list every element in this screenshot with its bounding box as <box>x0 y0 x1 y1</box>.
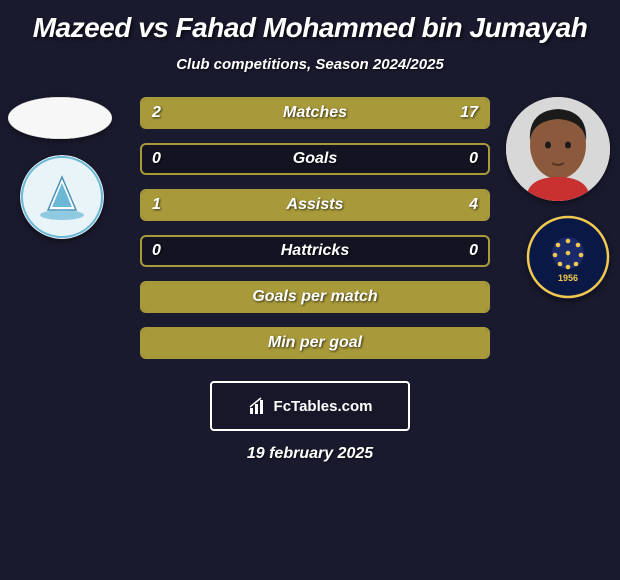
stat-label: Matches <box>142 99 488 127</box>
stat-label: Min per goal <box>142 329 488 357</box>
stat-right-value: 4 <box>459 191 488 219</box>
stat-right-value: 17 <box>450 99 488 127</box>
footer-attribution[interactable]: FcTables.com <box>210 381 410 431</box>
stat-row: Goals per match <box>140 281 490 313</box>
stat-left-value: 1 <box>142 191 171 219</box>
stat-left-value: 0 <box>142 237 171 265</box>
footer-label: FcTables.com <box>274 398 373 415</box>
stat-left-value: 2 <box>142 99 171 127</box>
player-right-avatar <box>506 97 610 201</box>
stat-left-value: 0 <box>142 145 171 173</box>
stat-row: Min per goal <box>140 327 490 359</box>
page-title: Mazeed vs Fahad Mohammed bin Jumayah <box>0 0 620 48</box>
player-left-avatar <box>8 97 112 139</box>
stat-label: Hattricks <box>142 237 488 265</box>
stat-label: Assists <box>142 191 488 219</box>
stat-row: 2 17Matches <box>140 97 490 129</box>
stat-row: 1 4Assists <box>140 189 490 221</box>
stat-label: Goals <box>142 145 488 173</box>
stat-row: 0 0Goals <box>140 143 490 175</box>
club-right-crest: 1956 <box>526 215 610 299</box>
subtitle: Club competitions, Season 2024/2025 <box>0 48 620 87</box>
stat-right-value: 0 <box>459 237 488 265</box>
stat-right-value: 0 <box>459 145 488 173</box>
club-left-crest <box>20 155 104 239</box>
stat-row: 0 0Hattricks <box>140 235 490 267</box>
svg-text:1956: 1956 <box>558 273 578 283</box>
date-label: 19 february 2025 <box>0 445 620 463</box>
chart-icon <box>248 396 268 416</box>
comparison-area: 1956 217Matches00Goals14Assists00Hattric… <box>0 87 620 377</box>
stat-label: Goals per match <box>142 283 488 311</box>
stat-bars: 217Matches00Goals14Assists00HattricksGoa… <box>140 97 490 373</box>
